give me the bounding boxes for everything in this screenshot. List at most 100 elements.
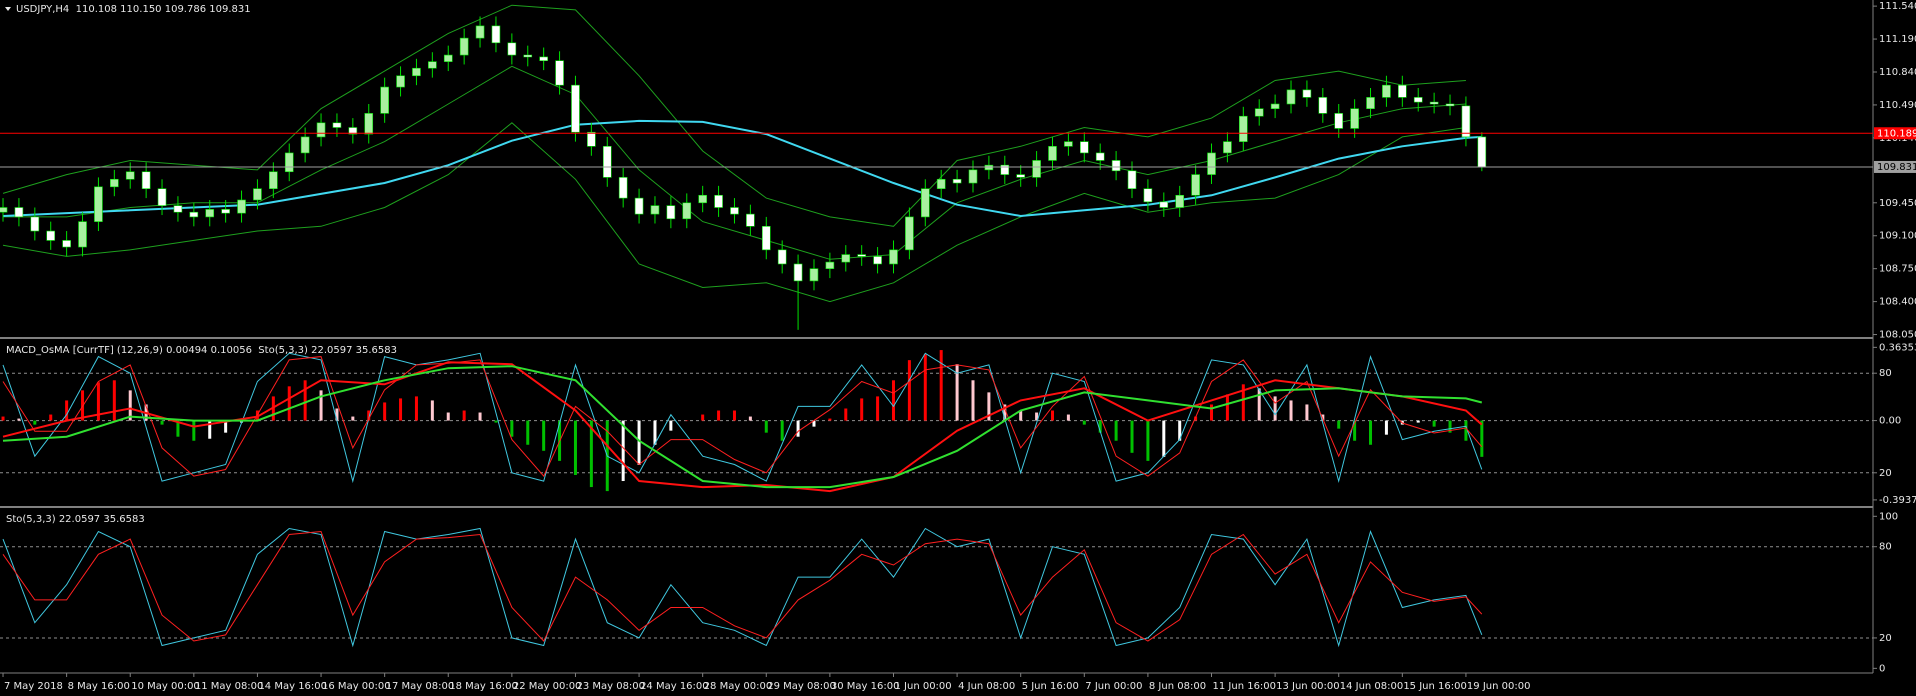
osma-bar — [653, 420, 657, 445]
x-tick-label: 7 Jun 00:00 — [1085, 681, 1142, 692]
osma-bar — [971, 380, 975, 421]
osma-bar — [939, 350, 943, 421]
candle-body — [125, 171, 135, 180]
candle-body — [30, 216, 40, 232]
x-tick-label: 30 May 16:00 — [831, 681, 900, 692]
osma-bar — [1384, 420, 1388, 435]
stochastic-line — [2, 352, 1483, 484]
y-tick-label: 20 — [1879, 468, 1892, 479]
candle-body — [300, 136, 310, 154]
candle-body — [0, 207, 8, 213]
candle-body — [491, 25, 501, 44]
candle-body — [141, 171, 151, 189]
candle-body — [173, 205, 183, 213]
x-tick-label: 11 Jun 16:00 — [1213, 681, 1277, 692]
candle-body — [348, 127, 358, 135]
candle-body — [1223, 141, 1232, 154]
candle-body — [1000, 164, 1010, 175]
x-tick-label: 1 Jun 00:00 — [894, 681, 951, 692]
candle-body — [1207, 152, 1216, 175]
y-tick-label: 111.190 — [1879, 34, 1916, 45]
macd-line — [2, 365, 1483, 489]
x-tick-label: 14 Jun 08:00 — [1340, 681, 1404, 692]
x-tick-label: 17 May 08:00 — [386, 681, 455, 692]
osma-bar — [1050, 410, 1054, 421]
osma-bar — [1003, 404, 1007, 421]
y-tick-label: 109.100 — [1879, 231, 1916, 242]
candle-body — [777, 249, 787, 265]
symbol-menu-arrow[interactable] — [5, 7, 11, 11]
osma-bar — [319, 390, 323, 421]
osma-bar — [780, 420, 784, 441]
y-tick-label: 108.750 — [1879, 264, 1916, 275]
x-tick-label: 4 Jun 08:00 — [958, 681, 1015, 692]
y-tick-label: 0 — [1879, 663, 1885, 674]
price-label-box — [1874, 160, 1916, 173]
candle-body — [94, 186, 103, 222]
candle-body — [316, 122, 326, 138]
candle-body — [14, 207, 24, 218]
osma-bar — [1130, 420, 1134, 453]
x-tick-label: 5 Jun 16:00 — [1022, 681, 1079, 692]
candle-body — [1334, 113, 1344, 129]
osma-bar — [303, 380, 307, 421]
y-tick-label: 80 — [1879, 368, 1892, 379]
x-tick-label: 13 Jun 00:00 — [1276, 681, 1340, 692]
candle-body — [1286, 89, 1296, 105]
candle-body — [1318, 97, 1328, 114]
candle-body — [650, 205, 660, 215]
y-tick-label: 111.540 — [1879, 1, 1916, 12]
osma-bar — [1369, 420, 1373, 445]
osma-bar — [526, 420, 530, 445]
osma-bar — [462, 410, 466, 421]
candle-body — [443, 54, 453, 62]
osma-bar — [1146, 420, 1150, 461]
price-label: 110.189 — [1877, 128, 1916, 139]
candle-body — [1095, 152, 1105, 161]
y-tick-label: 108.050 — [1879, 330, 1916, 341]
x-tick-label: 8 Jun 08:00 — [1149, 681, 1206, 692]
candle-body — [1143, 188, 1153, 203]
candle-body — [1016, 174, 1025, 178]
candle-body — [555, 60, 564, 86]
stochastic-pane-header: Sto(5,3,3) 22.0597 35.6583 — [6, 514, 145, 525]
candle-body — [1429, 101, 1439, 105]
frame — [0, 0, 1874, 674]
indicator-line — [2, 119, 1482, 218]
candle-body — [793, 263, 803, 282]
candle-body — [920, 188, 930, 218]
candle-body — [1127, 170, 1137, 189]
osma-bar — [1098, 420, 1102, 433]
y-tick-label: 110.490 — [1879, 100, 1916, 111]
x-tick-label: 22 May 00:00 — [513, 681, 582, 692]
osma-bar — [1, 416, 5, 421]
candle-body — [205, 209, 215, 218]
y-tick-label: 0.36353 — [1879, 342, 1916, 353]
osma-bar — [367, 410, 371, 421]
osma-bar — [208, 420, 212, 439]
osma-bar — [1448, 420, 1452, 433]
candle-body — [1270, 103, 1280, 109]
osma-bar — [287, 386, 291, 421]
osma-bar — [1273, 396, 1277, 421]
candle-body — [189, 211, 199, 218]
osma-bar — [891, 380, 895, 421]
candle-body — [1175, 194, 1185, 208]
macd-line — [2, 361, 1483, 493]
indicator-line — [3, 65, 1466, 260]
candle-body — [841, 254, 851, 263]
candle-body — [952, 178, 962, 184]
osma-bar — [828, 418, 832, 421]
osma-bar — [748, 416, 752, 421]
osma-bar — [812, 420, 816, 427]
candle-body — [730, 207, 739, 215]
candle-body — [825, 261, 835, 269]
candle-body — [269, 171, 278, 189]
candle-body — [46, 230, 56, 241]
indicator-line — [2, 122, 1466, 303]
candle-body — [682, 202, 692, 220]
osma-bar — [637, 420, 641, 465]
candle-body — [618, 177, 628, 199]
candle-body — [761, 226, 771, 251]
